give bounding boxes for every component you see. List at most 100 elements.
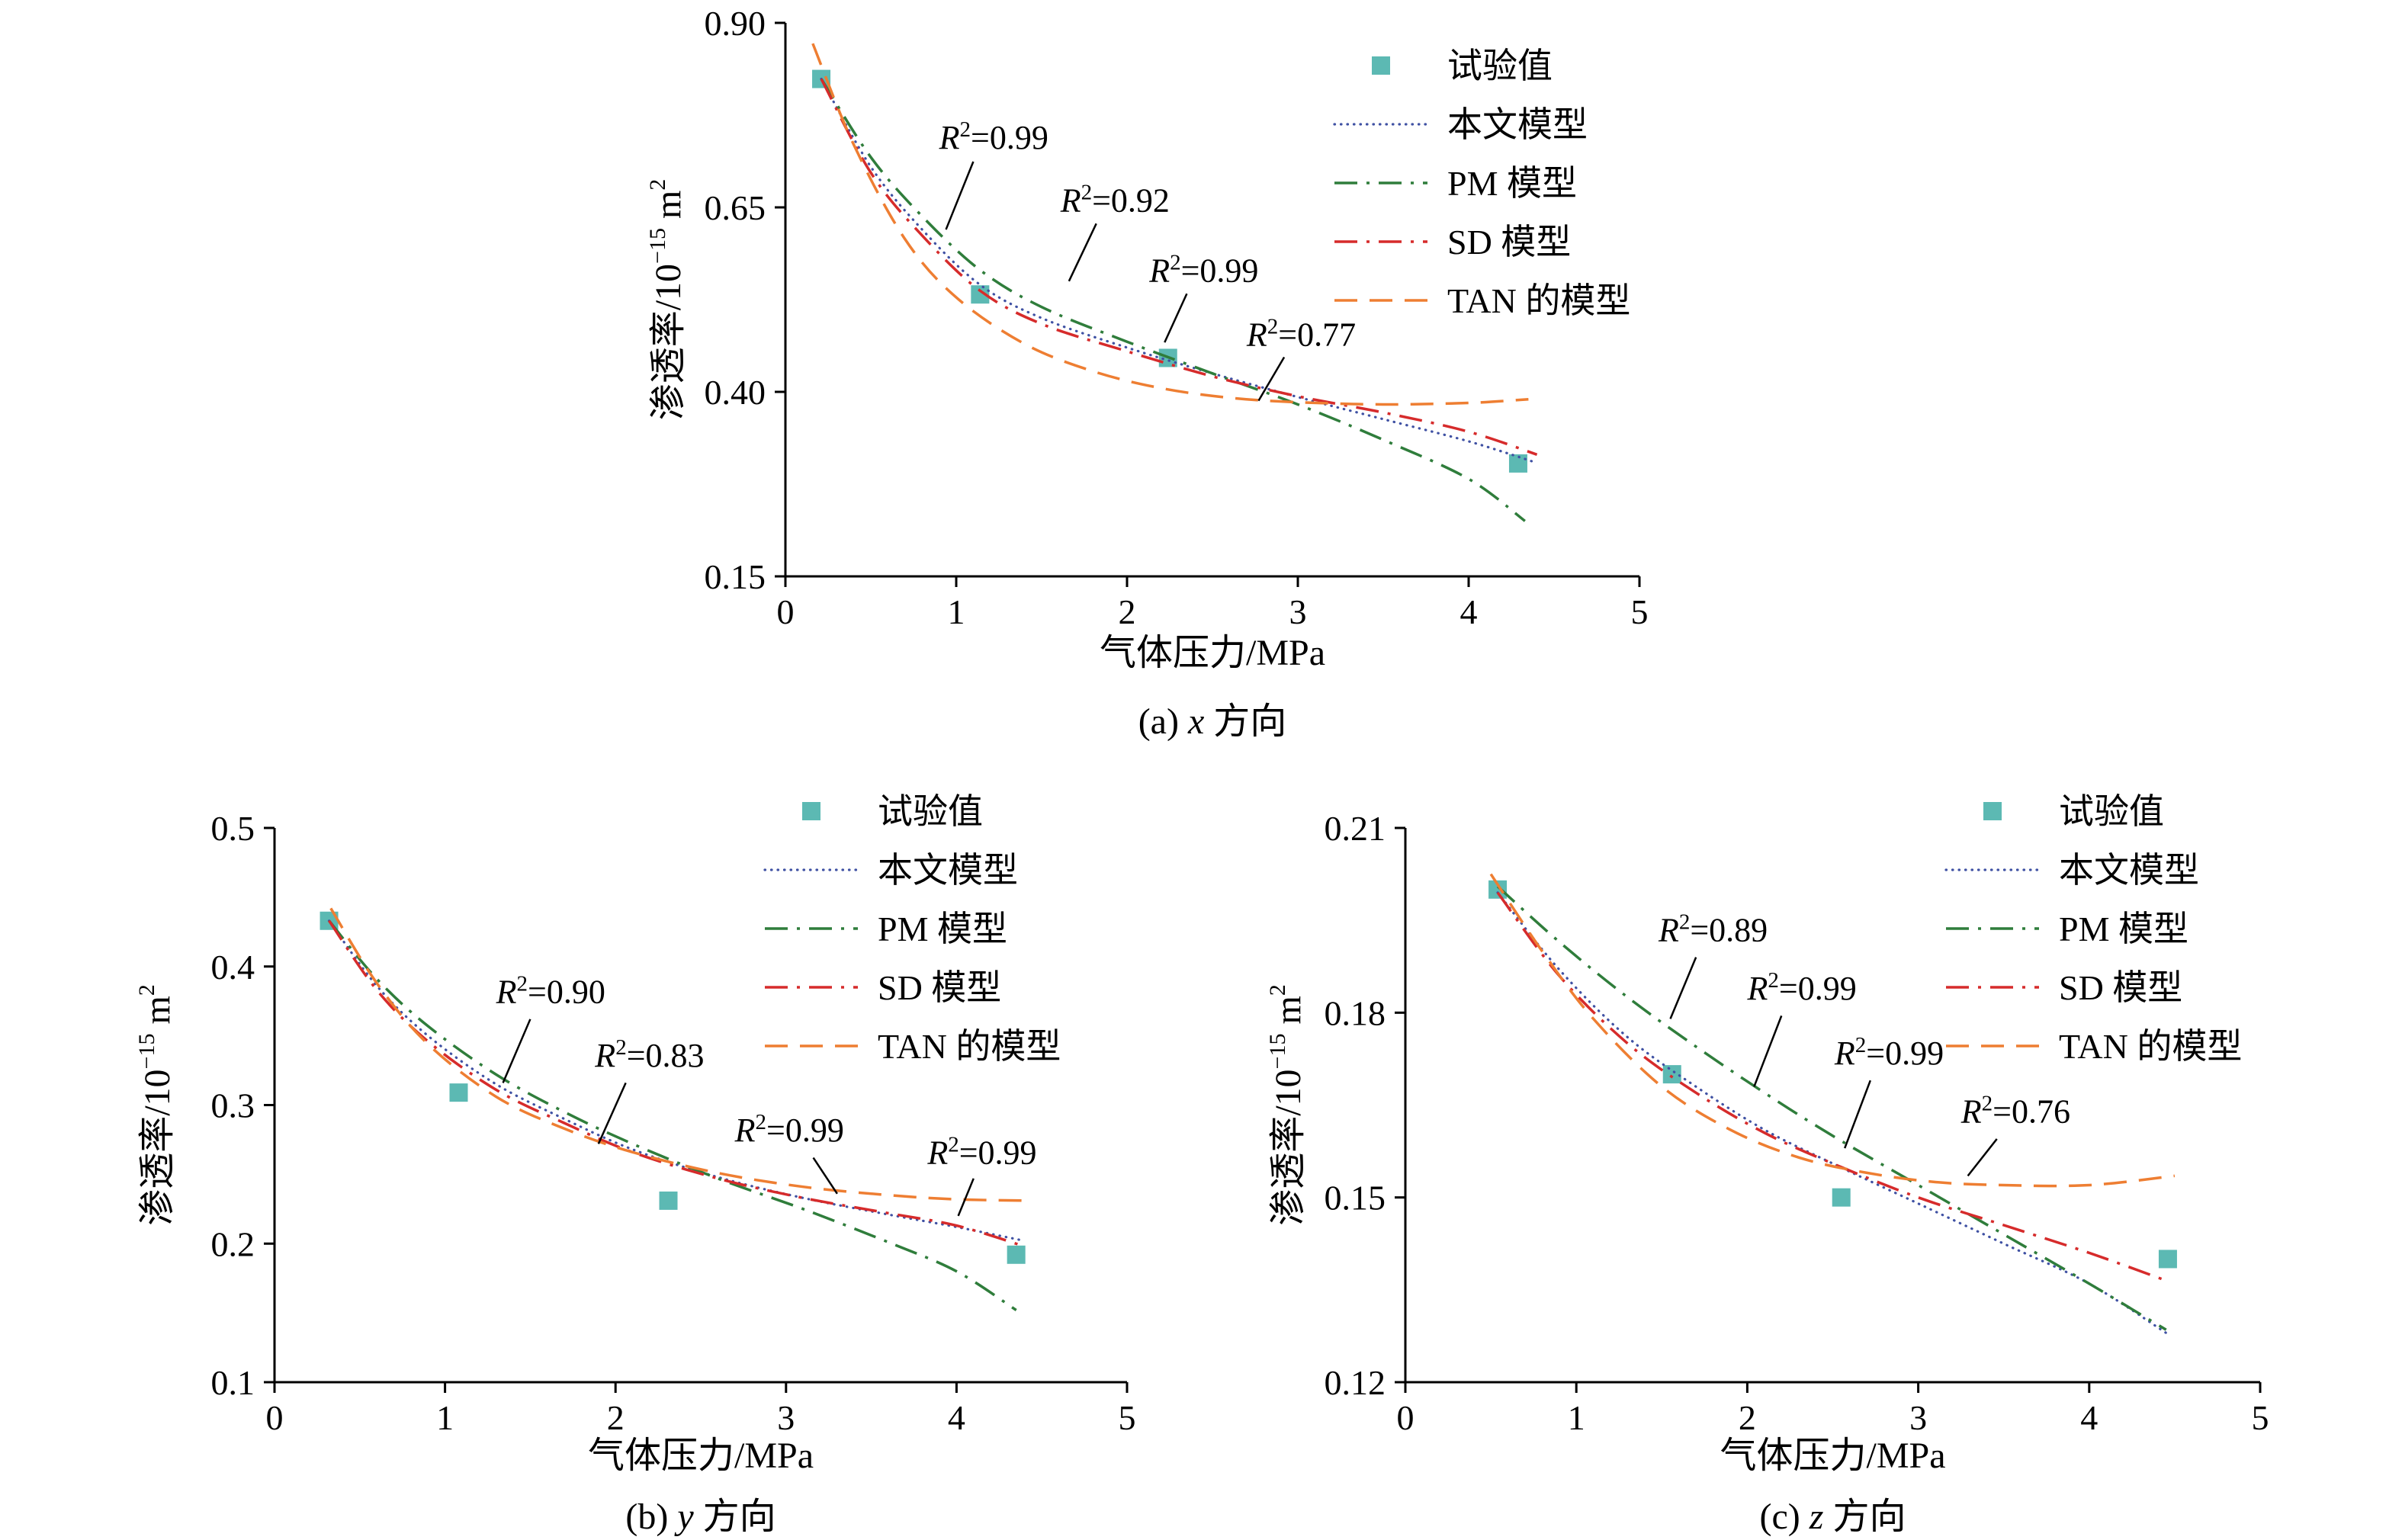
- pm-model-curve: [820, 78, 1526, 522]
- x-tick-label: 0: [1397, 1398, 1415, 1437]
- legend-label: PM 模型: [878, 910, 1007, 948]
- x-axis-title: 气体压力/MPa: [1720, 1436, 1945, 1476]
- legend-item-sd-model-curve: SD 模型: [1334, 223, 1571, 261]
- r2-label: R2=0.99: [1148, 250, 1258, 289]
- legend-marker-square: [1372, 56, 1390, 75]
- legend-item-pm-model-curve: PM 模型: [765, 910, 1007, 948]
- chart-caption: (a) x 方向: [1138, 701, 1287, 742]
- axes: 0.12 0.15 0.18 0.21 0 1 2 3 4 5: [1325, 809, 2269, 1437]
- legend-item-tan-model-curve: TAN 的模型: [1334, 281, 1630, 320]
- axes: 0.15 0.40 0.65 0.90 0 1 2 3 4 5: [705, 4, 1649, 631]
- chart-caption: (c) z 方向: [1760, 1497, 1906, 1537]
- chart-caption: (b) y 方向: [625, 1497, 776, 1537]
- y-axis-title: 渗透率/10−15 m2: [645, 179, 689, 421]
- legend-label: 试验值: [878, 792, 983, 831]
- y-tick-label: 0.15: [705, 557, 766, 596]
- y-axis-title: 渗透率/10−15 m2: [134, 984, 178, 1226]
- experimental-points: [1488, 880, 2177, 1269]
- experimental-points: [812, 69, 1527, 473]
- y-tick-label: 0.3: [211, 1086, 255, 1125]
- legend-label: TAN 的模型: [878, 1027, 1061, 1066]
- pm-model-curve: [328, 919, 1017, 1311]
- r2-annotation: R2=0.99: [939, 117, 1048, 230]
- r2-label: R2=0.99: [939, 117, 1048, 156]
- x-tick-label: 1: [436, 1398, 454, 1437]
- r2-label: R2=0.99: [734, 1110, 844, 1149]
- x-tick-label: 2: [607, 1398, 625, 1437]
- chart-x-direction: 0.15 0.40 0.65 0.90 0 1 2 3 4 5 渗透率/10−15 m2 气体压力/M…: [595, 0, 1845, 774]
- legend-marker-square: [1983, 802, 2002, 820]
- legend-item-tan-model-curve: TAN 的模型: [765, 1027, 1061, 1066]
- x-tick-label: 5: [1631, 592, 1649, 631]
- r2-label: R2=0.77: [1246, 314, 1356, 353]
- sd-model-curve: [1496, 891, 2167, 1282]
- legend-item-experimental-points: 试验值: [802, 792, 983, 831]
- x-tick-label: 0: [777, 592, 795, 631]
- legend-item-pm-model-curve: PM 模型: [1946, 910, 2188, 948]
- x-tick-label: 1: [1568, 1398, 1585, 1437]
- legend-label: TAN 的模型: [2059, 1027, 2242, 1066]
- experimental-points: [320, 911, 1026, 1264]
- chart-c-svg: 0.12 0.15 0.18 0.21 0 1 2 3 4 5 渗透率/10−15 m2 气体压力/M…: [1265, 792, 2269, 1537]
- x-tick-label: 4: [2080, 1398, 2098, 1437]
- y-tick-label: 0.5: [211, 809, 255, 848]
- y-tick-label: 0.90: [705, 4, 766, 43]
- x-tick-label: 3: [777, 1398, 795, 1437]
- r2-label: R2=0.89: [1658, 910, 1768, 948]
- legend-item-experimental-points: 试验值: [1983, 792, 2164, 831]
- legend-item-tan-model-curve: TAN 的模型: [1946, 1027, 2242, 1066]
- legend-item-pm-model-curve: PM 模型: [1334, 164, 1577, 203]
- r2-annotation: R2=0.92: [1060, 180, 1170, 282]
- y-tick-label: 0.15: [1325, 1179, 1386, 1218]
- x-tick-label: 0: [266, 1398, 284, 1437]
- r2-annotation: R2=0.99: [1747, 968, 1857, 1087]
- r2-label: R2=0.99: [1747, 968, 1857, 1007]
- r2-label: R2=0.76: [1960, 1092, 2070, 1131]
- r2-annotation: R2=0.83: [594, 1035, 705, 1144]
- tan-model-curve: [811, 43, 1529, 406]
- x-tick-label: 5: [2252, 1398, 2269, 1437]
- r2-label: R2=0.99: [926, 1132, 1036, 1171]
- x-tick-label: 1: [948, 592, 965, 631]
- r2-annotation: R2=0.99: [1834, 1033, 1944, 1149]
- x-tick-label: 3: [1289, 592, 1307, 631]
- x-tick-label: 5: [1119, 1398, 1136, 1437]
- r2-annotation: R2=0.90: [496, 971, 605, 1083]
- x-axis-title: 气体压力/MPa: [1100, 633, 1325, 673]
- legend-item-paper-model-curve: 本文模型: [1944, 851, 2199, 890]
- sd-model-curve: [820, 78, 1538, 456]
- legend-label: SD 模型: [878, 968, 1001, 1007]
- r2-annotation: R2=0.99: [926, 1132, 1037, 1217]
- legend-label: PM 模型: [2059, 910, 2188, 948]
- r2-label: R2=0.92: [1060, 180, 1170, 219]
- y-tick-label: 0.4: [211, 948, 255, 987]
- r2-annotation: R2=0.89: [1658, 910, 1768, 1019]
- r2-annotation: R2=0.99: [1148, 250, 1258, 343]
- legend-item-experimental-points: 试验值: [1372, 47, 1553, 85]
- y-tick-label: 0.65: [705, 188, 766, 227]
- r2-label: R2=0.83: [594, 1035, 704, 1074]
- y-tick-label: 0.12: [1325, 1363, 1386, 1402]
- y-tick-label: 0.18: [1325, 993, 1386, 1032]
- legend-label: TAN 的模型: [1447, 281, 1630, 320]
- y-tick-label: 0.2: [211, 1224, 255, 1263]
- paper-model-curve: [327, 919, 1026, 1243]
- chart-a-svg: 0.15 0.40 0.65 0.90 0 1 2 3 4 5 渗透率/10−15 m2 气体压力/M…: [645, 4, 1649, 742]
- y-tick-label: 0.1: [211, 1363, 255, 1402]
- pm-model-curve: [1496, 885, 2167, 1331]
- chart-b-svg: 0.1 0.2 0.3 0.4 0.5 0 1 2 3 4 5 渗透率/10−15 m2 气体压力/MP…: [134, 792, 1136, 1537]
- legend-label: PM 模型: [1447, 164, 1577, 203]
- axes: 0.1 0.2 0.3 0.4 0.5 0 1 2 3 4 5: [211, 809, 1136, 1437]
- tan-model-curve: [329, 907, 1029, 1202]
- x-tick-label: 4: [1460, 592, 1478, 631]
- legend-label: 本文模型: [878, 851, 1018, 890]
- legend-item-paper-model-curve: 本文模型: [763, 851, 1018, 890]
- r2-annotation: R2=0.77: [1246, 314, 1356, 402]
- y-axis-title: 渗透率/10−15 m2: [1265, 984, 1309, 1226]
- x-tick-label: 2: [1739, 1398, 1756, 1437]
- legend-label: SD 模型: [1447, 223, 1571, 261]
